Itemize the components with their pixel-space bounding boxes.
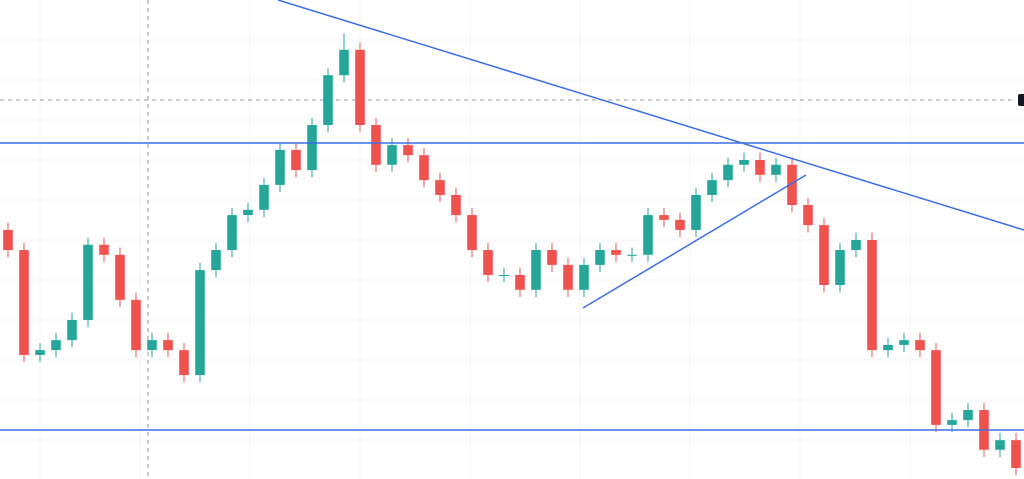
candle-body: [819, 225, 829, 286]
candle-body: [323, 75, 333, 126]
candle-body: [515, 274, 525, 290]
candle-body: [435, 180, 445, 195]
candle-body: [803, 205, 813, 226]
candle-body: [995, 440, 1005, 450]
candle-body: [243, 209, 253, 216]
candle-body: [947, 420, 957, 425]
candle-body: [3, 229, 13, 251]
candle-body: [771, 164, 781, 175]
candle-body: [531, 250, 541, 290]
candle-body: [115, 254, 125, 300]
candle-body: [195, 270, 205, 376]
candle-body: [787, 164, 797, 206]
candle-body: [99, 244, 109, 255]
candle-body: [707, 180, 717, 195]
crosshair-icon[interactable]: [1018, 94, 1024, 106]
candle-body: [595, 250, 605, 265]
candle-body: [883, 344, 893, 351]
candle-body: [835, 250, 845, 286]
trend-line[interactable]: [582, 174, 807, 309]
candle-body: [227, 215, 237, 251]
candle-body: [915, 340, 925, 351]
candle-body: [563, 264, 573, 290]
candle-body: [499, 274, 509, 276]
candle-body: [371, 125, 381, 165]
candle-body: [291, 149, 301, 171]
candle-body: [419, 155, 429, 181]
candle-body: [1011, 440, 1021, 468]
candle-body: [659, 215, 669, 220]
candle-body: [275, 149, 285, 185]
candle-body: [387, 145, 397, 165]
candle-body: [451, 194, 461, 216]
candle-body: [547, 250, 557, 265]
candle-body: [211, 250, 221, 271]
candle-body: [131, 299, 141, 351]
candle-body: [483, 250, 493, 275]
candle-body: [739, 159, 749, 165]
drawings: [0, 0, 1024, 431]
candle-body: [643, 215, 653, 255]
candle-body: [723, 164, 733, 181]
candle-body: [259, 184, 269, 210]
candle-body: [19, 250, 29, 355]
candle-body: [163, 340, 173, 351]
candle-body: [67, 319, 77, 341]
candle-body: [179, 350, 189, 376]
candle-body: [147, 340, 157, 351]
trend-line[interactable]: [277, 0, 1024, 231]
candle-body: [355, 49, 365, 126]
candle-body: [899, 340, 909, 345]
candle-body: [675, 219, 685, 230]
candle-body: [35, 350, 45, 355]
candle-body: [851, 239, 861, 251]
candle-body: [867, 239, 877, 351]
candle-body: [611, 250, 621, 255]
candle-body: [339, 49, 349, 76]
candle-body: [755, 159, 765, 175]
candle-body: [627, 254, 637, 256]
candle-body: [963, 410, 973, 421]
candle-body: [467, 215, 477, 251]
candle-body: [307, 125, 317, 171]
candle-body: [691, 194, 701, 230]
candle-body: [931, 350, 941, 425]
candle-body: [403, 145, 413, 156]
candle-body: [51, 340, 61, 351]
candle-body: [579, 264, 589, 290]
candle-body: [83, 244, 93, 320]
